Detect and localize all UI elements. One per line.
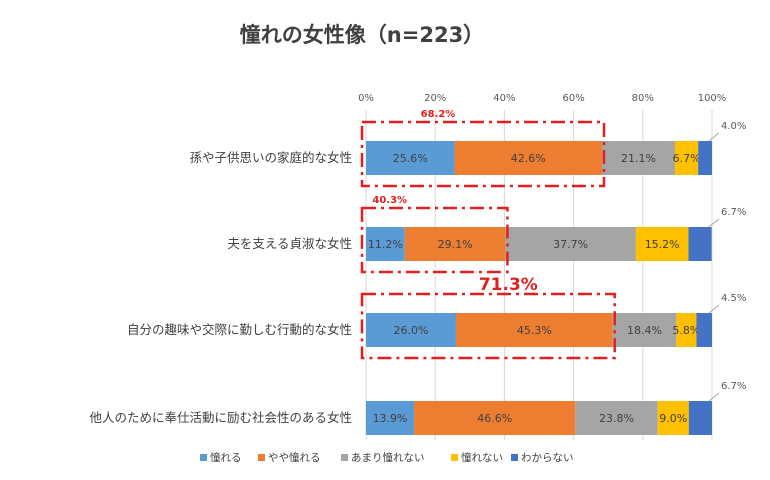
bar-segment xyxy=(366,141,455,175)
bar-segment xyxy=(454,141,602,175)
x-tick-label: 0% xyxy=(358,93,374,104)
legend-swatch xyxy=(451,454,458,461)
bar-segment xyxy=(575,401,658,435)
bar-segment xyxy=(366,227,405,261)
data-label: 13.9% xyxy=(373,412,408,425)
legend-label: 憧れる xyxy=(210,451,242,464)
leader-line xyxy=(708,392,720,402)
bar-segment xyxy=(505,227,636,261)
category-label: 自分の趣味や交際に勤しむ行動的な女性 xyxy=(127,322,352,337)
data-label: 37.7% xyxy=(553,238,588,251)
chart-title: 憧れの女性像（n=223） xyxy=(240,23,484,47)
category-labels: 孫や子供思いの家庭的な女性夫を支える貞淑な女性自分の趣味や交際に勤しむ行動的な女… xyxy=(89,150,352,425)
data-label: 5.8% xyxy=(672,324,700,337)
category-label: 夫を支える貞淑な女性 xyxy=(227,236,352,251)
data-label: 42.6% xyxy=(511,152,546,165)
category-label: 他人のために奉仕活動に励む社会性のある女性 xyxy=(89,410,352,425)
bar-segment xyxy=(657,401,689,435)
bar-segment xyxy=(688,401,712,435)
legend-swatch xyxy=(258,454,265,461)
legend-label: わからない xyxy=(521,452,574,464)
data-label: 46.6% xyxy=(477,412,512,425)
data-label: 23.8% xyxy=(599,412,634,425)
legend-swatch xyxy=(341,454,348,461)
bar-segment xyxy=(674,141,699,175)
legend-swatch xyxy=(200,454,207,461)
x-tick-label: 20% xyxy=(424,93,446,104)
callout-label: 68.2% xyxy=(421,109,456,120)
callout-box xyxy=(360,206,509,274)
data-label: 6.7% xyxy=(721,207,746,218)
data-label: 45.3% xyxy=(517,324,552,337)
leader-line xyxy=(708,218,720,228)
bar-segment xyxy=(404,227,506,261)
data-label: 6.7% xyxy=(673,152,701,165)
legend-label: 憧れない xyxy=(461,451,503,464)
data-label: 15.2% xyxy=(645,238,680,251)
highlight-callouts: 68.2% 40.3% 71.3% xyxy=(360,109,616,360)
bar-segment xyxy=(696,313,712,347)
legend: 憧れる やや憧れる あまり憧れない 憧れない わからない xyxy=(200,451,574,464)
callout-box xyxy=(360,120,606,188)
legend-label: あまり憧れない xyxy=(351,451,425,464)
bar-segment xyxy=(635,227,689,261)
bar-segment xyxy=(676,313,697,347)
x-tick-label: 60% xyxy=(562,93,584,104)
data-label: 18.4% xyxy=(627,324,662,337)
x-axis-ticks: 0% 20% 40% 60% 80% 100% xyxy=(358,93,726,104)
x-tick-label: 40% xyxy=(493,93,515,104)
callout-label: 71.3% xyxy=(479,275,538,295)
leader-line xyxy=(708,304,720,314)
data-label: 4.5% xyxy=(721,293,746,304)
bar-segment xyxy=(688,227,712,261)
callout-label: 40.3% xyxy=(372,195,407,206)
category-label: 孫や子供思いの家庭的な女性 xyxy=(189,150,352,165)
bar-segment xyxy=(455,313,613,347)
data-label: 6.7% xyxy=(721,381,746,392)
leader-line xyxy=(708,132,720,142)
data-label: 29.1% xyxy=(438,238,473,251)
bar-segment xyxy=(366,313,456,347)
data-label: 26.0% xyxy=(394,324,429,337)
bar-segment xyxy=(698,141,712,175)
bar-segment xyxy=(414,401,576,435)
data-label: 11.2% xyxy=(368,238,403,251)
data-label: 4.0% xyxy=(721,121,746,132)
x-tick-label: 100% xyxy=(698,93,727,104)
bar-segment xyxy=(601,141,675,175)
x-tick-label: 80% xyxy=(632,93,654,104)
callout-box xyxy=(360,292,616,360)
data-label: 9.0% xyxy=(659,412,687,425)
legend-label: やや憧れる xyxy=(268,451,321,464)
bar-segment xyxy=(366,401,415,435)
bar-segment xyxy=(612,313,677,347)
data-label: 25.6% xyxy=(393,152,428,165)
legend-swatch xyxy=(511,454,518,461)
bar-segments: 25.6% 42.6% 21.1% 6.7% 4.0% 11.2% 29.1% 37.7% 15… xyxy=(366,121,746,435)
data-label: 21.1% xyxy=(621,152,656,165)
